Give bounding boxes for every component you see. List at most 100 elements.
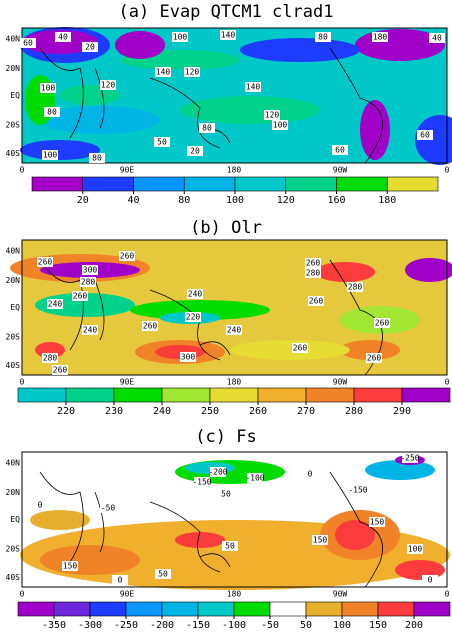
- contour-label: 100: [43, 151, 58, 160]
- colorbar-box: [386, 176, 439, 192]
- panel-title: (b) Olr: [190, 218, 262, 238]
- lat-label: 40N: [6, 458, 21, 467]
- lat-label: EQ: [10, 91, 20, 100]
- contour-label-bg: [172, 32, 188, 42]
- contour-region: [20, 140, 100, 160]
- contour-label: 50: [157, 138, 167, 147]
- contour-label: 100: [173, 33, 188, 42]
- panel-title: (c) Fs: [195, 427, 256, 447]
- contour-label: 140: [156, 68, 171, 77]
- contour-label-bg: [112, 575, 128, 585]
- contour-label: 240: [83, 326, 98, 335]
- contour-label: 50: [158, 570, 168, 579]
- lat-label: EQ: [10, 303, 20, 312]
- contour-label: 80: [202, 124, 212, 133]
- contour-label-bg: [40, 83, 56, 93]
- colorbar-box: [125, 601, 163, 617]
- colorbar-label: -350: [42, 620, 66, 629]
- lon-label: 180: [227, 378, 242, 387]
- contour-label: 40: [58, 33, 68, 42]
- map-frame: [21, 27, 448, 164]
- contour-label: 60: [420, 131, 430, 140]
- contour-label: 80: [92, 154, 102, 163]
- contour-label: 180: [373, 33, 388, 42]
- contour-label-bg: [44, 107, 60, 117]
- colorbar-box: [197, 601, 235, 617]
- colorbar-box: [401, 387, 451, 403]
- contour-label: 150: [313, 536, 328, 545]
- colorbar-box: [285, 176, 337, 192]
- contour-region: [40, 106, 160, 134]
- contour-label-bg: [119, 251, 135, 261]
- colorbar-box: [341, 601, 379, 617]
- colorbar-box: [89, 601, 127, 617]
- colorbar-box: [234, 176, 287, 192]
- contour-label-bg: [52, 365, 68, 375]
- contour-label-bg: [422, 575, 438, 585]
- contour-region: [230, 340, 350, 360]
- contour-label-bg: [264, 110, 280, 120]
- lon-label: 0: [20, 590, 25, 599]
- lon-label: 90E: [120, 590, 135, 599]
- lat-label: 40S: [6, 361, 21, 370]
- contour-label: 260: [309, 297, 324, 306]
- contour-label-bg: [402, 453, 418, 463]
- lon-label: 90W: [333, 166, 348, 175]
- contour-label-bg: [187, 146, 203, 156]
- colorbar-box: [233, 601, 271, 617]
- contour-label: 60: [23, 39, 33, 48]
- lat-label: 20S: [6, 545, 21, 554]
- contour-label-bg: [350, 485, 366, 495]
- contour-label: 60: [335, 146, 345, 155]
- contour-label-bg: [187, 289, 203, 299]
- contour-label-bg: [184, 67, 200, 77]
- colorbar-box: [17, 601, 55, 617]
- contour-label: 100: [273, 121, 288, 130]
- lat-label: 20N: [6, 488, 21, 497]
- colorbar-label: 250: [201, 406, 219, 417]
- colorbar-label: 150: [369, 620, 387, 629]
- contour-label: 240: [48, 300, 63, 309]
- contour-label-bg: [417, 130, 433, 140]
- panel-title: (a) Evap QTCM1 clrad1: [119, 2, 334, 22]
- colorbar-label: -50: [261, 620, 279, 629]
- contour-label-bg: [302, 469, 318, 479]
- contour-label: 50: [221, 490, 231, 499]
- contour-label-bg: [372, 32, 388, 42]
- contour-label-bg: [374, 318, 390, 328]
- coastline: [39, 47, 383, 164]
- colorbar-label: -100: [222, 620, 246, 629]
- colorbar-box: [305, 387, 355, 403]
- lat-label: 40N: [6, 34, 21, 43]
- contour-label-bg: [155, 569, 171, 579]
- contour-label: 280: [43, 354, 58, 363]
- colorbar-box: [257, 387, 307, 403]
- contour-label-bg: [72, 291, 88, 301]
- colorbar-box: [31, 176, 84, 192]
- contour-label: 0: [38, 501, 43, 510]
- contour-label-bg: [42, 353, 58, 363]
- map-frame: [21, 239, 448, 376]
- lon-label: 90E: [120, 166, 135, 175]
- colorbar-label: 80: [178, 195, 190, 206]
- contour-label: 120: [101, 81, 116, 90]
- lon-label: 0: [20, 378, 25, 387]
- contour-label: 220: [186, 313, 201, 322]
- contour-label: 150: [63, 562, 78, 571]
- colorbar-label: 230: [105, 406, 123, 417]
- contour-label-bg: [32, 500, 48, 510]
- lon-label: 90W: [333, 378, 348, 387]
- contour-label-bg: [199, 123, 215, 133]
- contour-region: [340, 340, 400, 360]
- contour-label: 140: [221, 31, 236, 40]
- contour-label-bg: [220, 30, 236, 40]
- colorbar-box: [183, 176, 236, 192]
- contour-label: -100: [245, 474, 264, 483]
- contour-label: 240: [188, 290, 203, 299]
- colorbar-label: 20: [77, 195, 89, 206]
- contour-label: 240: [227, 326, 242, 335]
- colorbar-label: 50: [300, 620, 312, 629]
- contour-label-bg: [37, 257, 53, 267]
- contour-label: 120: [185, 68, 200, 77]
